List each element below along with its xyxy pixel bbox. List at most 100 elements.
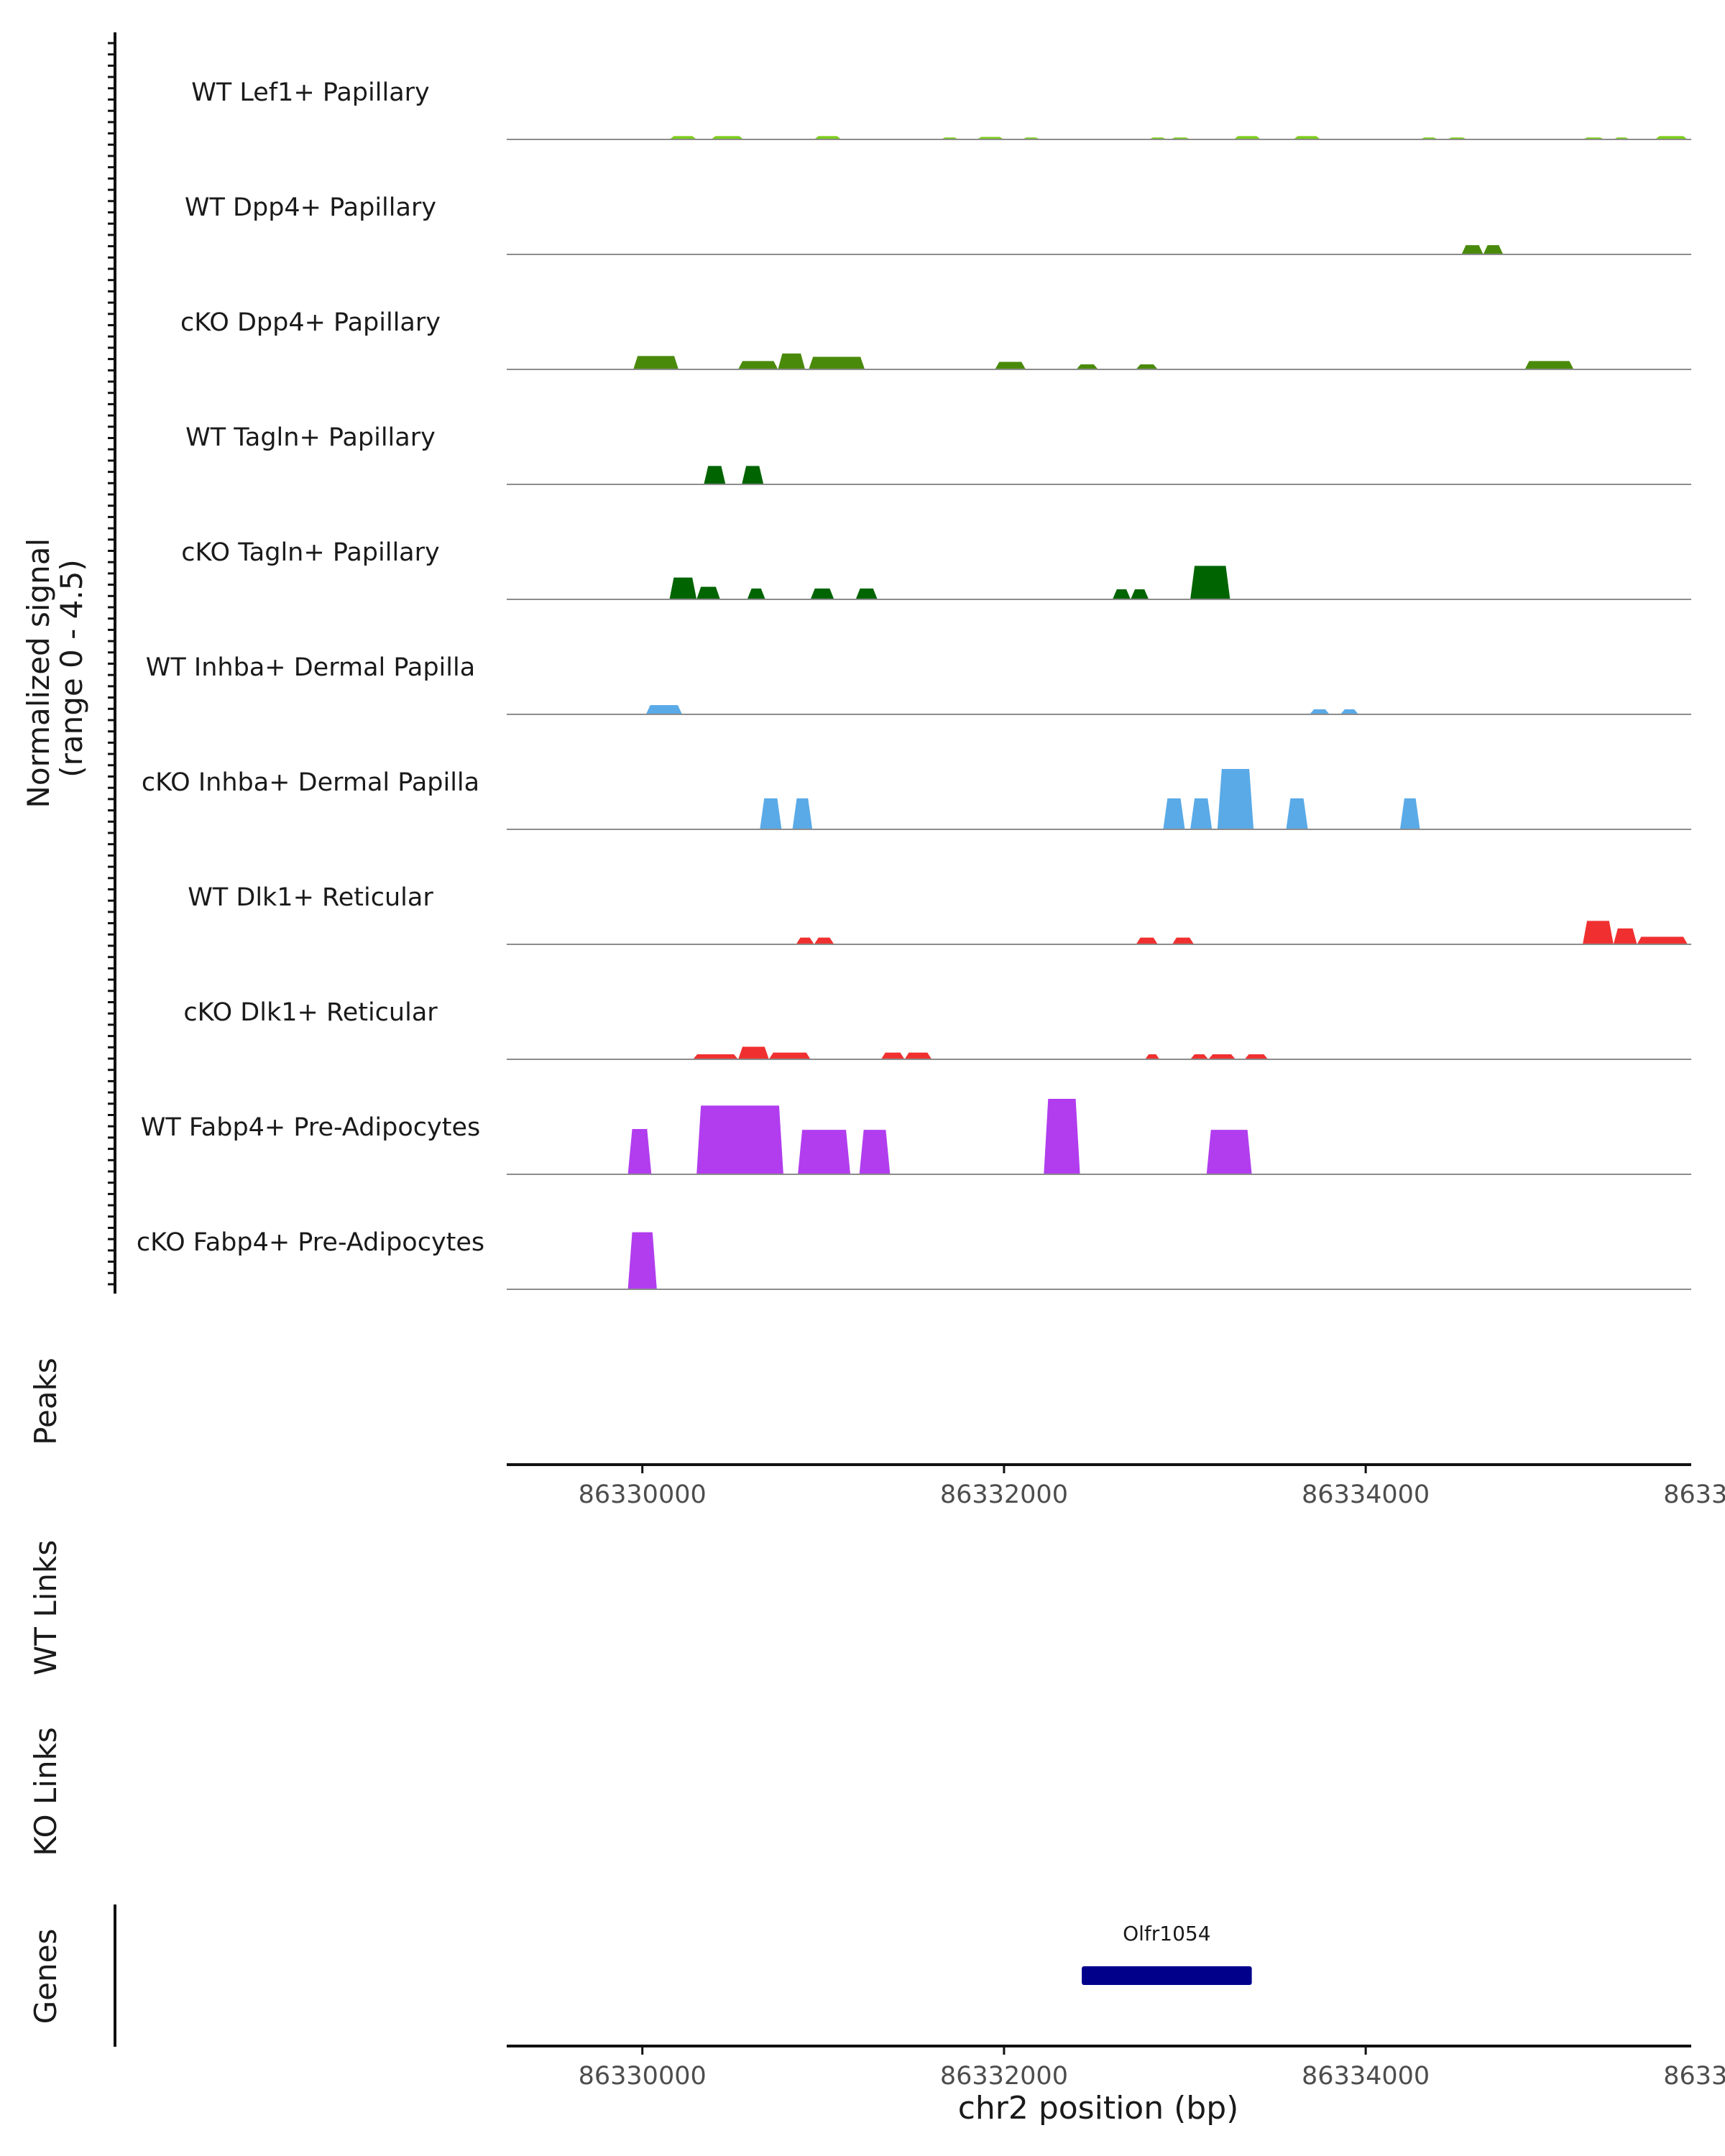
track-label: cKO Dpp4+ Papillary [180,308,441,337]
gene-body [1082,1966,1252,1985]
signal-peak [1293,136,1321,139]
signal-peak [696,586,720,599]
track-label: cKO Tagln+ Papillary [181,538,440,567]
signal-peak [1637,936,1688,944]
signal-peak [798,1130,851,1174]
signal-peak [1613,928,1637,944]
signal-peak [1340,709,1359,714]
signal-peak [627,1232,657,1289]
track-5: WT Inhba+ Dermal Papilla [146,653,1691,715]
signal-peak [711,136,744,139]
signal-peak [1044,1099,1080,1174]
signal-peak [814,136,842,139]
signal-peak [809,356,865,369]
signal-peak [796,937,814,944]
x-tick-label: 86330000 [579,2062,707,2091]
x-tick-label: 86332000 [940,1480,1068,1509]
signal-peak [792,798,813,829]
signal-peak [693,1054,739,1059]
gene-label: Olfr1054 [1123,1922,1210,1945]
signal-peak [1244,1054,1269,1059]
signal-peak [880,1052,905,1059]
signal-peak [1163,798,1185,829]
track-label: cKO Dlk1+ Reticular [183,998,438,1027]
signal-peak [859,1130,891,1174]
signal-peak [855,588,878,599]
track-label: cKO Fabp4+ Pre-Adipocytes [137,1228,484,1257]
signal-peak [1583,921,1614,944]
signal-peak [1190,798,1213,829]
x-tick-label: 86334000 [1302,1480,1430,1509]
signal-peak [738,1046,769,1059]
signal-peak [633,356,679,369]
signal-peak [778,353,806,369]
track-0: WT Lef1+ Papillary [191,78,1691,140]
signal-peak [704,466,726,484]
signal-peak [645,705,683,714]
signal-peak [738,361,778,369]
track-4: cKO Tagln+ Papillary [181,538,1691,600]
signal-peak [1136,364,1158,369]
signal-y-axis [108,32,116,1294]
signal-peak [1233,136,1261,139]
track-label: WT Tagln+ Papillary [185,423,436,452]
signal-peak [1217,769,1254,829]
track-6: cKO Inhba+ Dermal Papilla [142,768,1691,830]
signal-peak [1399,798,1420,829]
signal-peak [1461,245,1484,254]
wt-links-panel-label: WT Links [28,1540,63,1675]
signal-peak [627,1129,652,1174]
y-axis-label-line1: Normalized signal [21,538,56,808]
signal-peak [1190,566,1230,599]
signal-peak [768,1052,811,1059]
signal-peak [1136,937,1158,944]
signal-peak [1131,589,1149,599]
track-3: WT Tagln+ Papillary [185,423,1691,485]
genes-panel-label: Genes [28,1929,63,2024]
signal-peak [1286,798,1308,829]
x-tick-label: 86336000 [1663,1480,1725,1509]
track-label: WT Inhba+ Dermal Papilla [146,653,475,682]
x-axis-top: 86330000 86332000 86334000 86336000 [507,1463,1725,1509]
signal-peak [696,1105,783,1174]
track-9: WT Fabp4+ Pre-Adipocytes [141,1099,1691,1175]
track-label: cKO Inhba+ Dermal Papilla [142,768,479,797]
signal-peak [1524,361,1574,369]
track-label: WT Dpp4+ Papillary [185,193,436,222]
signal-peak [1172,937,1195,944]
x-axis-bottom: 86330000 86332000 86334000 86336000 [507,2045,1725,2091]
ko-links-panel-label: KO Links [28,1727,63,1856]
signal-peak [669,577,697,599]
signal-peak [1310,709,1330,714]
signal-peak [760,798,782,829]
x-tick-label: 86330000 [579,1480,707,1509]
signal-peak [1655,136,1688,139]
signal-peak [904,1052,932,1059]
signal-peak [669,136,697,139]
track-label: WT Fabp4+ Pre-Adipocytes [141,1113,480,1142]
peaks-panel-label: Peaks [28,1358,63,1445]
signal-peak [742,466,764,484]
signal-peak [1208,1054,1236,1059]
track-label: WT Lef1+ Papillary [191,78,430,107]
track-7: WT Dlk1+ Reticular [188,883,1691,945]
signal-peak [1076,364,1098,369]
signal-peak [1206,1130,1252,1174]
track-10: cKO Fabp4+ Pre-Adipocytes [137,1228,1691,1290]
signal-peak [995,361,1026,369]
signal-peak [1112,589,1131,599]
y-axis-label: Normalized signal (range 0 - 4.5) [21,528,89,808]
signal-peak [1190,1054,1209,1059]
signal-peak [814,937,834,944]
x-tick-label: 86334000 [1302,2062,1430,2091]
signal-peak [747,588,765,599]
track-8: cKO Dlk1+ Reticular [183,998,1691,1060]
y-axis-label-line2: (range 0 - 4.5) [54,559,89,778]
signal-peak [1145,1054,1160,1059]
tracks-layer: WT Lef1+ Papillary WT Dpp4+ Papillary cKO … [137,78,1691,1290]
track-label: WT Dlk1+ Reticular [188,883,433,912]
track-2: cKO Dpp4+ Papillary [180,308,1691,370]
x-tick-label: 86332000 [940,2062,1068,2091]
x-tick-label: 86336000 [1663,2062,1725,2091]
